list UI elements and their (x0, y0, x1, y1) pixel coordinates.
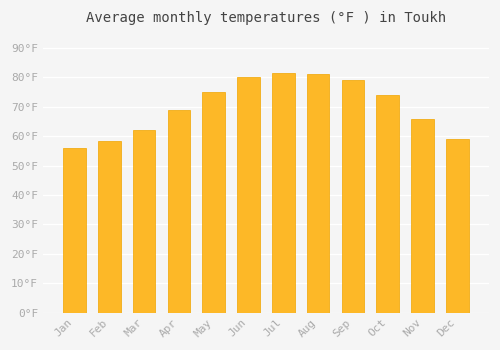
Bar (342, 80, 364, 313)
Bar (446, 139, 468, 313)
Bar (376, 95, 399, 313)
Bar (202, 92, 225, 313)
Bar (168, 110, 190, 313)
Bar (98, 141, 120, 313)
Bar (411, 119, 434, 313)
Bar (237, 77, 260, 313)
Title: Average monthly temperatures (°F ) in Toukh: Average monthly temperatures (°F ) in To… (86, 11, 446, 25)
Bar (307, 75, 330, 313)
Bar (272, 73, 294, 313)
Bar (133, 130, 156, 313)
Bar (63, 148, 86, 313)
